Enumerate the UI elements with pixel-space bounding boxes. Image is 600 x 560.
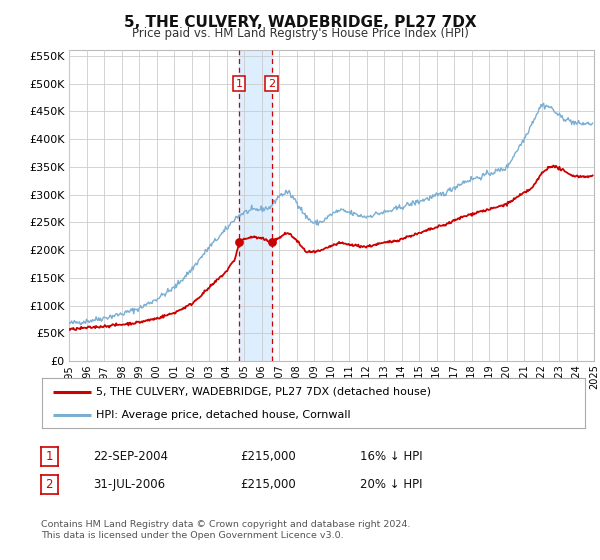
Bar — [239, 50, 272, 361]
Text: 1: 1 — [46, 450, 53, 463]
Text: 2: 2 — [268, 79, 275, 88]
Point — [267, 237, 277, 246]
Text: 16% ↓ HPI: 16% ↓ HPI — [360, 450, 422, 463]
Point — [234, 237, 244, 246]
Text: HPI: Average price, detached house, Cornwall: HPI: Average price, detached house, Corn… — [97, 410, 351, 420]
Text: 5, THE CULVERY, WADEBRIDGE, PL27 7DX (detached house): 5, THE CULVERY, WADEBRIDGE, PL27 7DX (de… — [97, 386, 431, 396]
Text: 20% ↓ HPI: 20% ↓ HPI — [360, 478, 422, 491]
Text: This data is licensed under the Open Government Licence v3.0.: This data is licensed under the Open Gov… — [41, 531, 343, 540]
Text: 2: 2 — [46, 478, 53, 491]
Text: 31-JUL-2006: 31-JUL-2006 — [93, 478, 165, 491]
Text: 1: 1 — [236, 79, 242, 88]
Text: £215,000: £215,000 — [240, 478, 296, 491]
Text: 5, THE CULVERY, WADEBRIDGE, PL27 7DX: 5, THE CULVERY, WADEBRIDGE, PL27 7DX — [124, 15, 476, 30]
Text: Contains HM Land Registry data © Crown copyright and database right 2024.: Contains HM Land Registry data © Crown c… — [41, 520, 410, 529]
Text: Price paid vs. HM Land Registry's House Price Index (HPI): Price paid vs. HM Land Registry's House … — [131, 27, 469, 40]
Text: £215,000: £215,000 — [240, 450, 296, 463]
Text: 22-SEP-2004: 22-SEP-2004 — [93, 450, 168, 463]
